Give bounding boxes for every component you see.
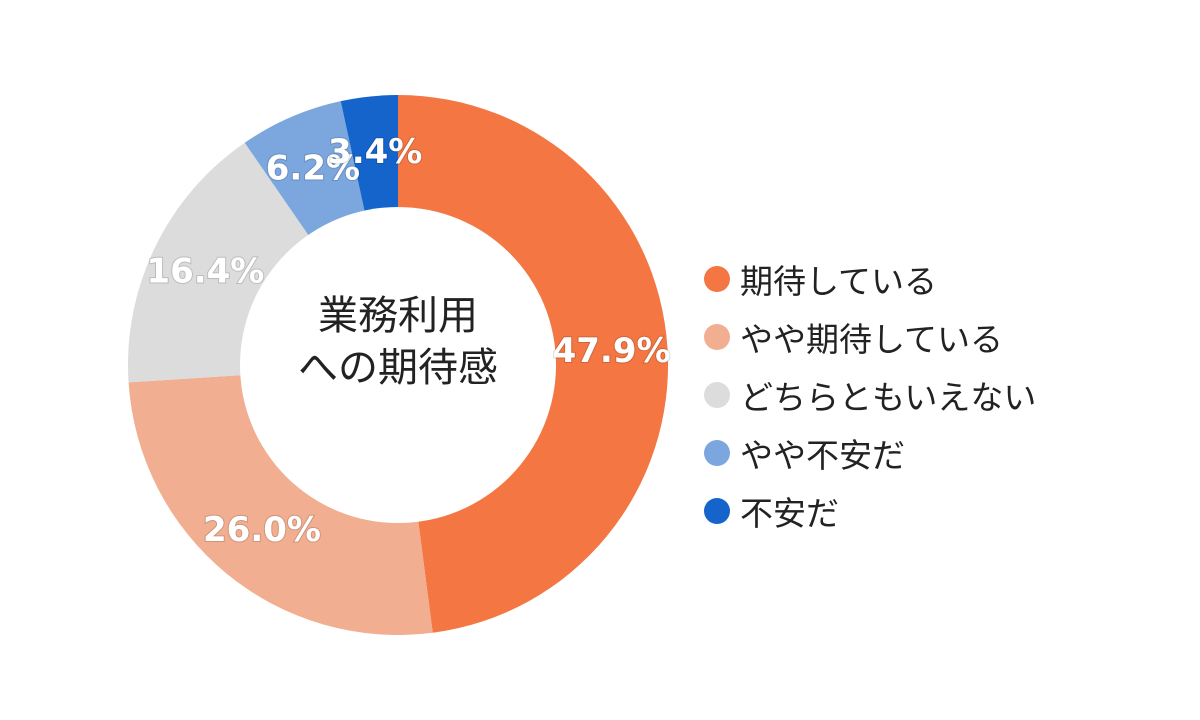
- value-label-neutral: 16.4%: [146, 252, 264, 292]
- donut-hole: [240, 207, 556, 523]
- legend-label: やや期待している: [740, 320, 1004, 359]
- value-label-anxious: 3.4%: [328, 132, 422, 172]
- legend-label: 不安だ: [740, 494, 839, 533]
- center-label: 業務利用 への期待感: [240, 290, 556, 394]
- legend-label: やや不安だ: [740, 436, 905, 475]
- legend-label: どちらともいえない: [740, 378, 1037, 417]
- value-label-somewhat-anxious: 6.2%: [266, 149, 360, 189]
- legend-swatch: [704, 382, 730, 408]
- value-labels: 47.9% 26.0% 16.4% 6.2%3.4%: [145, 131, 671, 551]
- legend-swatch: [704, 266, 730, 292]
- value-label-somewhat-expecting: 26.0%: [203, 510, 321, 550]
- legend-label: 期待している: [740, 262, 938, 301]
- legend-item: やや期待している: [704, 314, 1036, 360]
- center-label-line-1: 業務利用: [318, 293, 478, 339]
- legend: 期待している やや期待している どちらともいえない やや不安だ 不安だ: [704, 256, 1036, 546]
- legend-item: 不安だ: [704, 488, 1036, 534]
- legend-item: やや不安だ: [704, 430, 1036, 476]
- legend-item: どちらともいえない: [704, 372, 1036, 418]
- legend-swatch: [704, 324, 730, 350]
- value-label-expecting: 47.9%: [553, 331, 671, 371]
- legend-swatch: [704, 440, 730, 466]
- legend-item: 期待している: [704, 256, 1036, 302]
- legend-swatch: [704, 498, 730, 524]
- center-label-line-2: への期待感: [298, 345, 498, 391]
